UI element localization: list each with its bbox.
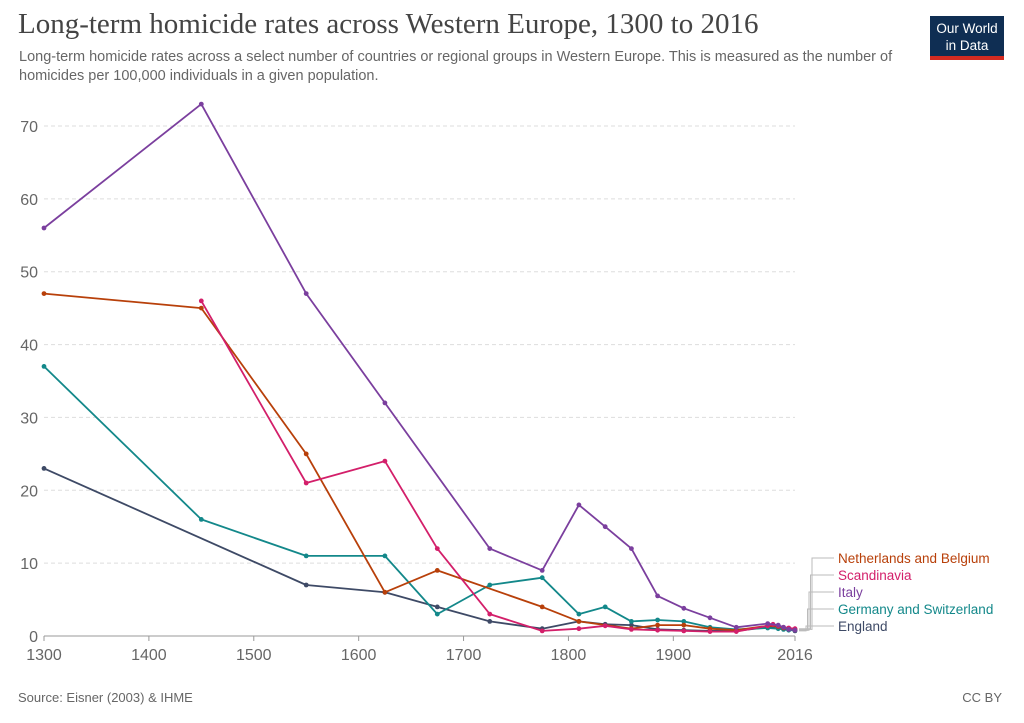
- legend-label-italy: Italy: [838, 585, 863, 600]
- data-point-scandinavia-4: [487, 611, 493, 617]
- y-tick-label-0: 0: [29, 629, 38, 646]
- data-point-italy-17: [792, 627, 798, 633]
- data-point-england-1: [303, 582, 309, 588]
- legend-connector-italy: [799, 591, 834, 631]
- data-point-italy-4: [487, 546, 493, 551]
- data-point-italy-0: [41, 225, 47, 231]
- data-point-italy-2: [303, 291, 309, 296]
- data-point-scandinavia-6: [576, 626, 582, 632]
- legend-label-scandinavia: Scandinavia: [838, 568, 912, 583]
- license-link[interactable]: CC BY: [962, 690, 1002, 705]
- x-tick-label-1400: 1400: [131, 647, 167, 664]
- data-point-netherlands-and-belgium-8: [655, 622, 660, 628]
- y-tick-label-50: 50: [20, 265, 38, 282]
- data-point-netherlands-and-belgium-4: [434, 568, 440, 573]
- data-point-italy-6: [576, 502, 582, 508]
- data-point-england-4: [487, 619, 493, 624]
- chart-subtitle: Long-term homicide rates across a select…: [19, 49, 893, 84]
- legend-label-netherlands-and-belgium: Netherlands and Belgium: [838, 551, 990, 566]
- x-tick-label-1900: 1900: [656, 647, 692, 664]
- x-tick-label-2016: 2016: [777, 647, 813, 664]
- data-point-scandinavia-9: [655, 627, 660, 633]
- data-point-netherlands-and-belgium-9: [681, 622, 687, 628]
- y-tick-label-40: 40: [20, 338, 38, 355]
- data-point-italy-14: [775, 622, 781, 628]
- data-point-scandinavia-11: [707, 629, 713, 634]
- data-point-italy-9: [655, 593, 660, 599]
- data-point-italy-1: [198, 101, 204, 107]
- data-point-italy-13: [765, 621, 771, 626]
- data-point-england-8: [629, 622, 634, 628]
- data-point-italy-16: [786, 627, 792, 632]
- data-point-italy-8: [629, 546, 634, 551]
- data-point-scandinavia-8: [629, 627, 634, 632]
- data-point-germany-and-switzerland-1: [198, 517, 204, 522]
- legend-connector-scandinavia: [799, 574, 834, 630]
- data-point-italy-12: [733, 624, 739, 630]
- data-point-netherlands-and-belgium-0: [41, 291, 47, 296]
- data-point-italy-3: [382, 400, 388, 406]
- x-tick-label-1700: 1700: [446, 647, 482, 664]
- data-point-germany-and-switzerland-8: [602, 604, 608, 610]
- data-point-scandinavia-10: [681, 628, 687, 634]
- data-point-scandinavia-3: [434, 546, 440, 551]
- data-point-italy-10: [681, 605, 687, 611]
- data-point-germany-and-switzerland-2: [303, 553, 309, 559]
- x-tick-label-1800: 1800: [551, 647, 587, 664]
- logo-line-1: Our World: [936, 21, 998, 36]
- data-point-netherlands-and-belgium-5: [539, 604, 545, 610]
- data-point-germany-and-switzerland-9: [629, 619, 634, 624]
- data-point-scandinavia-12: [733, 629, 739, 634]
- series-line-germany-and-switzerland: [43, 365, 795, 632]
- series-line-scandinavia: [200, 300, 796, 633]
- data-point-germany-and-switzerland-11: [681, 619, 687, 624]
- data-point-england-0: [41, 466, 47, 471]
- data-point-scandinavia-5: [539, 628, 545, 634]
- data-point-germany-and-switzerland-4: [434, 611, 440, 617]
- data-point-netherlands-and-belgium-2: [303, 451, 309, 457]
- data-point-netherlands-and-belgium-1: [198, 305, 204, 311]
- data-point-netherlands-and-belgium-6: [576, 619, 582, 624]
- owid-logo[interactable]: Our World in Data: [930, 16, 1004, 60]
- legend-connector-england: [799, 625, 834, 632]
- data-point-scandinavia-0: [198, 298, 204, 304]
- data-point-germany-and-switzerland-5: [487, 582, 493, 588]
- legend-connector-germany-and-switzerland: [799, 608, 834, 631]
- data-point-italy-11: [707, 615, 713, 621]
- data-point-england-3: [434, 604, 440, 610]
- source-note: Source: Eisner (2003) & IHME: [18, 690, 193, 705]
- series-line-italy: [43, 103, 796, 632]
- data-point-germany-and-switzerland-0: [41, 364, 47, 369]
- legend-connector-netherlands-and-belgium: [799, 557, 834, 630]
- logo-line-2: in Data: [945, 38, 989, 53]
- x-tick-label-1500: 1500: [236, 647, 272, 664]
- data-point-scandinavia-7: [602, 623, 608, 629]
- y-tick-label-70: 70: [20, 119, 38, 136]
- data-point-scandinavia-2: [382, 458, 388, 464]
- y-tick-label-30: 30: [20, 410, 38, 427]
- legend-label-england: England: [838, 619, 888, 634]
- y-tick-label-60: 60: [20, 192, 38, 209]
- y-tick-label-10: 10: [20, 556, 38, 573]
- y-tick-label-20: 20: [20, 483, 38, 500]
- data-point-italy-7: [602, 524, 608, 530]
- x-tick-label-1600: 1600: [341, 647, 377, 664]
- data-point-netherlands-and-belgium-3: [382, 589, 388, 595]
- data-point-germany-and-switzerland-6: [539, 575, 545, 581]
- data-point-scandinavia-1: [303, 480, 309, 486]
- data-point-italy-5: [539, 568, 545, 573]
- data-point-germany-and-switzerland-10: [655, 617, 660, 623]
- data-point-italy-15: [781, 624, 786, 630]
- data-point-germany-and-switzerland-3: [382, 553, 388, 559]
- data-point-germany-and-switzerland-7: [576, 611, 582, 617]
- x-tick-label-1300: 1300: [26, 647, 62, 664]
- chart-title: Long-term homicide rates across Western …: [18, 8, 759, 40]
- legend-label-germany-and-switzerland: Germany and Switzerland: [838, 602, 993, 617]
